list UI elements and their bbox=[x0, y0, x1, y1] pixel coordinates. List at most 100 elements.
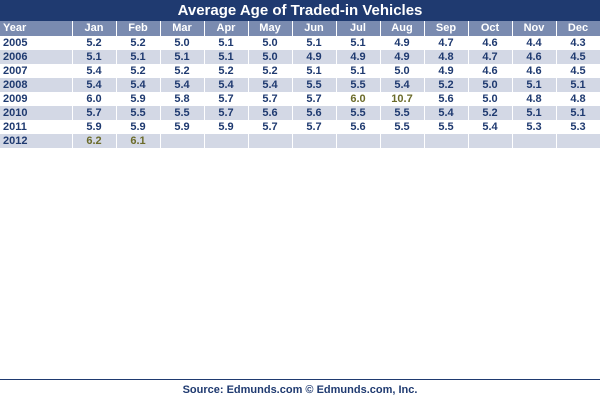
value-cell: 4.9 bbox=[380, 50, 425, 64]
value-cell: 5.4 bbox=[380, 78, 425, 92]
value-cell: 5.7 bbox=[292, 92, 337, 106]
value-cell: 5.7 bbox=[292, 120, 337, 134]
value-cell: 5.9 bbox=[160, 120, 205, 134]
value-cell bbox=[248, 134, 293, 148]
value-cell: 5.2 bbox=[248, 64, 293, 78]
value-cell: 5.7 bbox=[248, 92, 293, 106]
value-cell: 5.1 bbox=[512, 106, 557, 120]
value-cell: 4.7 bbox=[424, 36, 469, 50]
value-cell: 4.8 bbox=[424, 50, 469, 64]
value-cell: 5.4 bbox=[468, 120, 513, 134]
table-row: 2006 5.1 5.1 5.1 5.1 5.0 4.9 4.9 4.9 4.8 4.7 4.6 4.5 bbox=[0, 50, 600, 64]
value-cell: 4.7 bbox=[468, 50, 513, 64]
value-cell: 5.6 bbox=[248, 106, 293, 120]
value-cell: 5.9 bbox=[116, 120, 161, 134]
value-cell: 4.6 bbox=[468, 64, 513, 78]
value-cell: 4.5 bbox=[556, 50, 600, 64]
value-cell: 5.3 bbox=[556, 120, 600, 134]
value-cell: 6.0 bbox=[336, 92, 381, 106]
value-cell: 4.9 bbox=[292, 50, 337, 64]
value-cell: 5.6 bbox=[336, 120, 381, 134]
value-cell: 5.4 bbox=[160, 78, 205, 92]
value-cell: 5.4 bbox=[72, 78, 117, 92]
year-cell: 2006 bbox=[0, 50, 73, 64]
value-cell bbox=[204, 134, 249, 148]
value-cell: 5.9 bbox=[72, 120, 117, 134]
value-cell: 5.6 bbox=[292, 106, 337, 120]
year-cell: 2012 bbox=[0, 134, 73, 148]
month-header-nov: Nov bbox=[512, 21, 557, 36]
value-cell: 5.1 bbox=[292, 64, 337, 78]
month-header-sep: Sep bbox=[424, 21, 469, 36]
value-cell: 5.5 bbox=[380, 120, 425, 134]
chart-title: Average Age of Traded-in Vehicles bbox=[0, 0, 600, 21]
year-cell: 2011 bbox=[0, 120, 73, 134]
value-cell: 5.1 bbox=[204, 36, 249, 50]
value-cell: 5.5 bbox=[116, 106, 161, 120]
table-header-row: Year Jan Feb Mar Apr May Jun Jul Aug Sep Oct Nov De… bbox=[0, 21, 600, 36]
value-cell: 5.1 bbox=[160, 50, 205, 64]
value-cell: 5.2 bbox=[204, 64, 249, 78]
value-cell: 5.3 bbox=[512, 120, 557, 134]
value-cell: 5.4 bbox=[116, 78, 161, 92]
value-cell: 5.1 bbox=[556, 78, 600, 92]
value-cell: 5.8 bbox=[160, 92, 205, 106]
source-note: Source: Edmunds.com © Edmunds.com, Inc. bbox=[182, 384, 418, 396]
value-cell: 5.6 bbox=[424, 92, 469, 106]
value-cell: 5.5 bbox=[380, 106, 425, 120]
value-cell: 5.2 bbox=[160, 64, 205, 78]
value-cell: 4.9 bbox=[424, 64, 469, 78]
value-cell: 5.7 bbox=[248, 120, 293, 134]
month-header-may: May bbox=[248, 21, 293, 36]
value-cell: 4.8 bbox=[512, 92, 557, 106]
value-cell: 6.0 bbox=[72, 92, 117, 106]
value-cell: 5.7 bbox=[204, 92, 249, 106]
value-cell: 5.0 bbox=[160, 36, 205, 50]
table-row: 2009 6.0 5.9 5.8 5.7 5.7 5.7 6.0 10.7 5.6 5.0 4.8 4.… bbox=[0, 92, 600, 106]
age-table: Year Jan Feb Mar Apr May Jun Jul Aug Sep Oct Nov De… bbox=[0, 21, 600, 148]
value-cell bbox=[512, 134, 557, 148]
value-cell bbox=[292, 134, 337, 148]
table-row: 2011 5.9 5.9 5.9 5.9 5.7 5.7 5.6 5.5 5.5 5.4 5.3 5.3 bbox=[0, 120, 600, 134]
value-cell bbox=[468, 134, 513, 148]
value-cell: 4.6 bbox=[512, 64, 557, 78]
value-cell bbox=[424, 134, 469, 148]
value-cell bbox=[556, 134, 600, 148]
table-row: 2012 6.2 6.1 bbox=[0, 134, 600, 148]
year-cell: 2007 bbox=[0, 64, 73, 78]
value-cell: 5.2 bbox=[468, 106, 513, 120]
value-cell: 5.9 bbox=[116, 92, 161, 106]
value-cell: 5.5 bbox=[336, 78, 381, 92]
value-cell: 5.0 bbox=[248, 50, 293, 64]
year-cell: 2009 bbox=[0, 92, 73, 106]
value-cell: 5.1 bbox=[292, 36, 337, 50]
value-cell: 5.9 bbox=[204, 120, 249, 134]
value-cell bbox=[336, 134, 381, 148]
value-cell: 5.4 bbox=[204, 78, 249, 92]
value-cell: 5.2 bbox=[72, 36, 117, 50]
year-cell: 2005 bbox=[0, 36, 73, 50]
value-cell: 5.2 bbox=[116, 64, 161, 78]
value-cell: 4.4 bbox=[512, 36, 557, 50]
value-cell: 6.2 bbox=[72, 134, 117, 148]
value-cell: 5.7 bbox=[72, 106, 117, 120]
month-header-jul: Jul bbox=[336, 21, 381, 36]
value-cell: 5.1 bbox=[116, 50, 161, 64]
value-cell: 5.0 bbox=[380, 64, 425, 78]
value-cell: 5.2 bbox=[116, 36, 161, 50]
month-header-mar: Mar bbox=[160, 21, 205, 36]
value-cell: 5.5 bbox=[424, 120, 469, 134]
month-header-oct: Oct bbox=[468, 21, 513, 36]
value-cell: 5.2 bbox=[424, 78, 469, 92]
value-cell: 5.1 bbox=[72, 50, 117, 64]
value-cell bbox=[160, 134, 205, 148]
value-cell: 4.3 bbox=[556, 36, 600, 50]
value-cell: 5.5 bbox=[336, 106, 381, 120]
table-row: 2007 5.4 5.2 5.2 5.2 5.2 5.1 5.1 5.0 4.9 4.6 4.6 4.5 bbox=[0, 64, 600, 78]
value-cell: 5.7 bbox=[204, 106, 249, 120]
value-cell: 4.9 bbox=[336, 50, 381, 64]
value-cell: 5.1 bbox=[556, 106, 600, 120]
month-header-aug: Aug bbox=[380, 21, 425, 36]
year-column-header: Year bbox=[0, 21, 73, 36]
value-cell bbox=[380, 134, 425, 148]
